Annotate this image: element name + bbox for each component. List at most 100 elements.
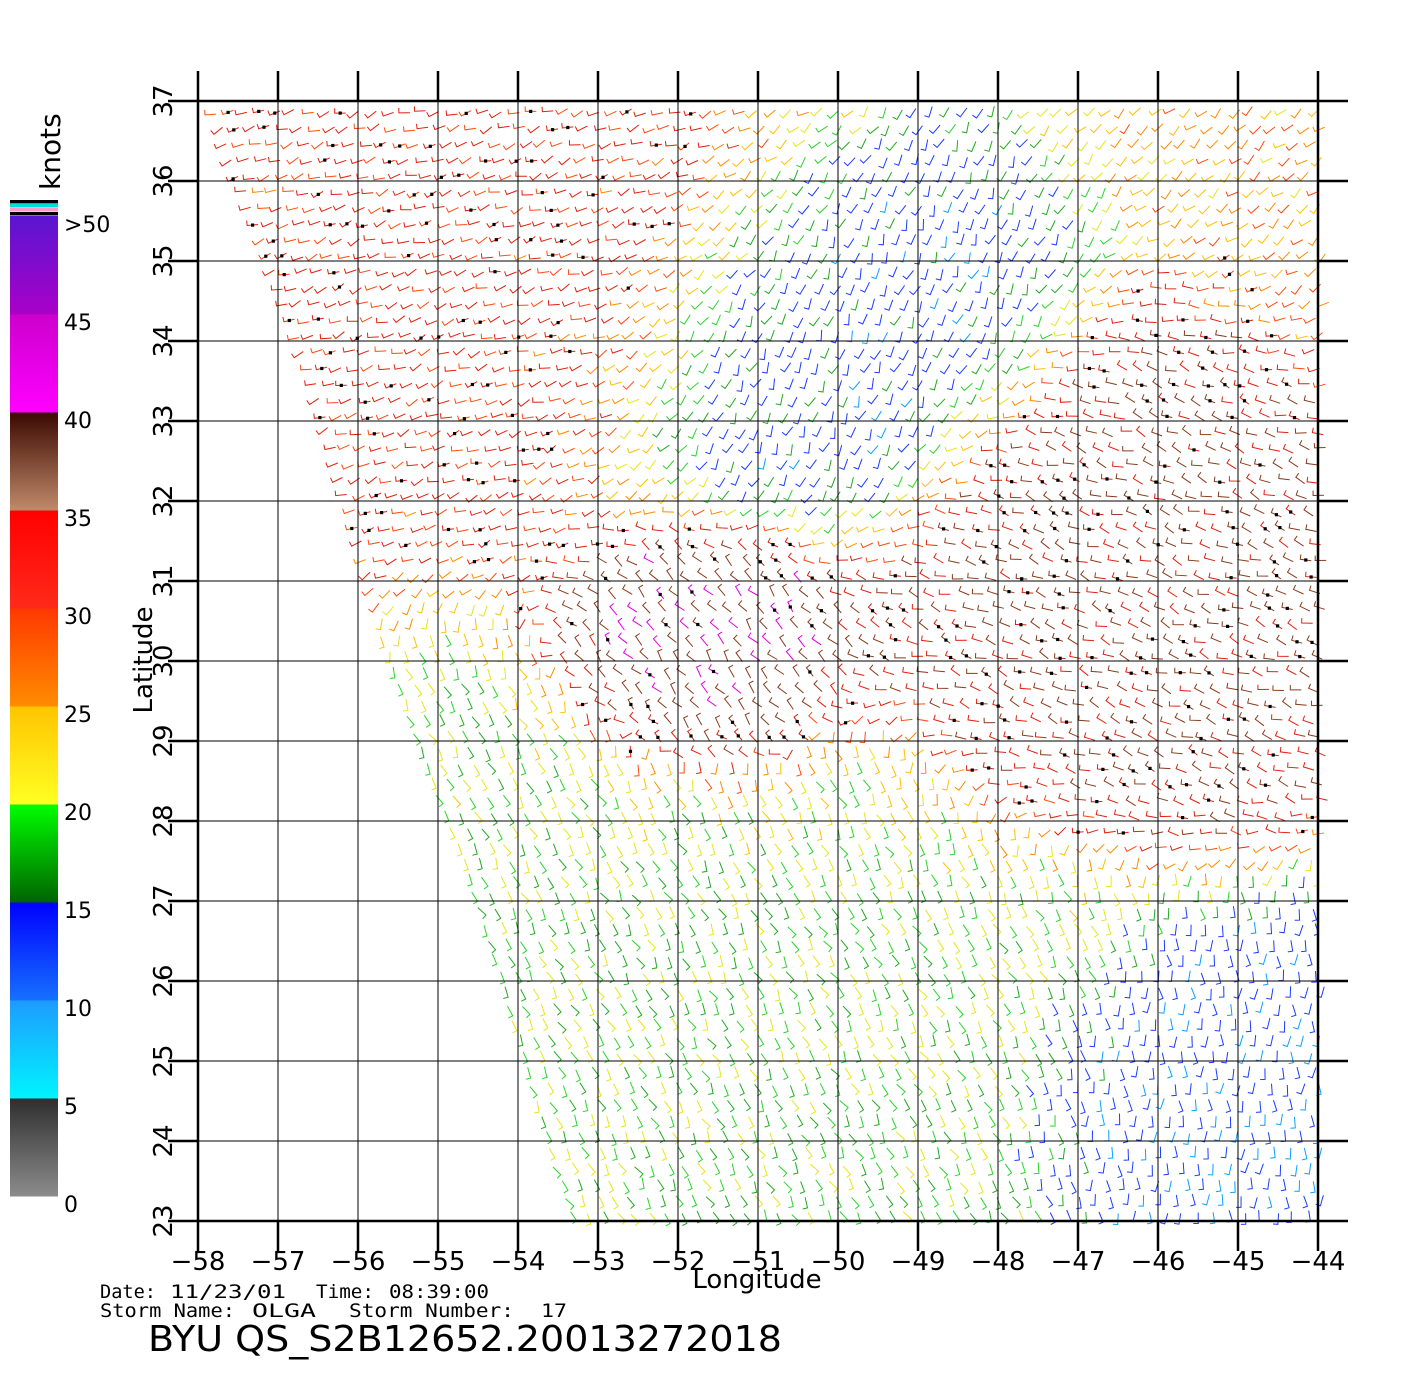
wind-barb xyxy=(988,731,1001,742)
wind-barb xyxy=(846,698,859,704)
wind-barb xyxy=(917,1195,923,1209)
rain-flag-marker xyxy=(658,592,662,597)
wind-barb xyxy=(1092,843,1105,853)
wind-barb xyxy=(658,924,666,937)
wind-barb xyxy=(731,1115,738,1129)
wind-barb xyxy=(1033,1162,1040,1175)
wind-barb xyxy=(586,110,599,117)
wind-barb xyxy=(762,680,771,694)
wind-barb xyxy=(695,712,703,726)
wind-barb xyxy=(362,156,376,164)
wind-barb xyxy=(807,618,817,630)
wind-barb xyxy=(751,696,763,708)
wind-barb xyxy=(440,764,448,777)
wind-barb xyxy=(1210,1116,1217,1128)
wind-barb xyxy=(1112,761,1124,771)
wind-barb xyxy=(1192,1052,1199,1065)
wind-barb xyxy=(892,109,903,121)
wind-barb xyxy=(893,285,906,296)
wind-barb xyxy=(934,842,940,855)
wind-barb xyxy=(929,1021,938,1035)
wind-barb xyxy=(540,651,553,658)
wind-barb xyxy=(460,430,473,437)
wind-barb xyxy=(520,941,528,954)
wind-barb xyxy=(1189,619,1201,628)
wind-barb xyxy=(1002,958,1011,971)
wind-barb xyxy=(603,764,610,778)
wind-barb xyxy=(658,828,667,841)
wind-barb xyxy=(890,526,904,533)
wind-barb xyxy=(883,746,891,759)
wind-barb xyxy=(392,315,406,324)
wind-barb xyxy=(442,477,455,484)
rain-flag-marker xyxy=(338,111,342,115)
wind-barb xyxy=(1040,537,1050,550)
rain-flag-marker xyxy=(1092,385,1096,389)
wind-barb xyxy=(793,523,806,533)
wind-barb xyxy=(870,218,880,231)
wind-barb xyxy=(728,616,739,629)
rain-flag-marker xyxy=(1182,528,1186,532)
colorbar-segment xyxy=(10,608,58,707)
wind-barb xyxy=(847,649,859,659)
wind-barb xyxy=(1061,138,1074,149)
wind-barb xyxy=(875,1162,883,1176)
wind-barb xyxy=(600,1002,610,1016)
wind-barb xyxy=(808,732,821,741)
wind-barb xyxy=(742,763,749,775)
wind-barb xyxy=(1012,298,1022,310)
wind-barb xyxy=(765,425,774,438)
wind-barb xyxy=(645,989,653,1003)
wind-barb xyxy=(1082,634,1095,642)
wind-barb xyxy=(955,635,967,641)
wind-barb xyxy=(1031,1097,1038,1110)
rain-flag-marker xyxy=(318,416,322,420)
wind-barb xyxy=(857,313,868,325)
wind-barb xyxy=(1182,1065,1189,1079)
wind-barb xyxy=(594,971,604,984)
wind-barb xyxy=(748,429,759,441)
wind-barb xyxy=(911,205,922,216)
rain-flag-marker xyxy=(1064,720,1069,724)
wind-barb xyxy=(578,1132,586,1146)
wind-barb xyxy=(479,494,493,503)
wind-barb xyxy=(1295,472,1305,485)
wind-barb xyxy=(360,414,374,421)
wind-barb xyxy=(1248,303,1261,311)
wind-barb xyxy=(636,478,649,488)
wind-barb xyxy=(1244,1115,1251,1128)
wind-barb xyxy=(1120,426,1133,432)
wind-barb xyxy=(389,666,396,679)
wind-barb xyxy=(754,1195,764,1208)
wind-barb xyxy=(944,1020,951,1033)
wind-barb xyxy=(1035,1053,1043,1067)
wind-barb xyxy=(1065,316,1078,326)
wind-barb xyxy=(639,647,649,660)
wind-barb xyxy=(466,558,480,565)
wind-barb xyxy=(527,1018,534,1032)
wind-barb xyxy=(1170,924,1178,936)
wind-barb xyxy=(1044,269,1056,279)
wind-barb xyxy=(853,1036,859,1050)
time-label: Time: xyxy=(316,1281,374,1303)
colorbar-tick-label: 0 xyxy=(64,1193,78,1218)
wind-barb xyxy=(716,522,728,529)
wind-barb xyxy=(1087,541,1099,548)
wind-barb xyxy=(1229,425,1241,436)
wind-barb xyxy=(1177,955,1184,967)
wind-barb xyxy=(602,364,616,372)
wind-barb xyxy=(874,762,881,775)
wind-barb xyxy=(642,973,651,987)
wind-barb xyxy=(1156,346,1168,356)
wind-barb xyxy=(1193,237,1206,244)
wind-barb xyxy=(1085,1179,1093,1192)
wind-barb xyxy=(338,398,352,405)
wind-barb xyxy=(714,567,723,581)
wind-barb xyxy=(715,285,728,294)
wind-barb xyxy=(622,955,628,968)
wind-barb xyxy=(862,779,872,792)
wind-barb xyxy=(573,733,581,746)
wind-barb xyxy=(764,156,778,163)
rain-flag-marker xyxy=(808,670,812,674)
wind-barb xyxy=(384,493,398,499)
